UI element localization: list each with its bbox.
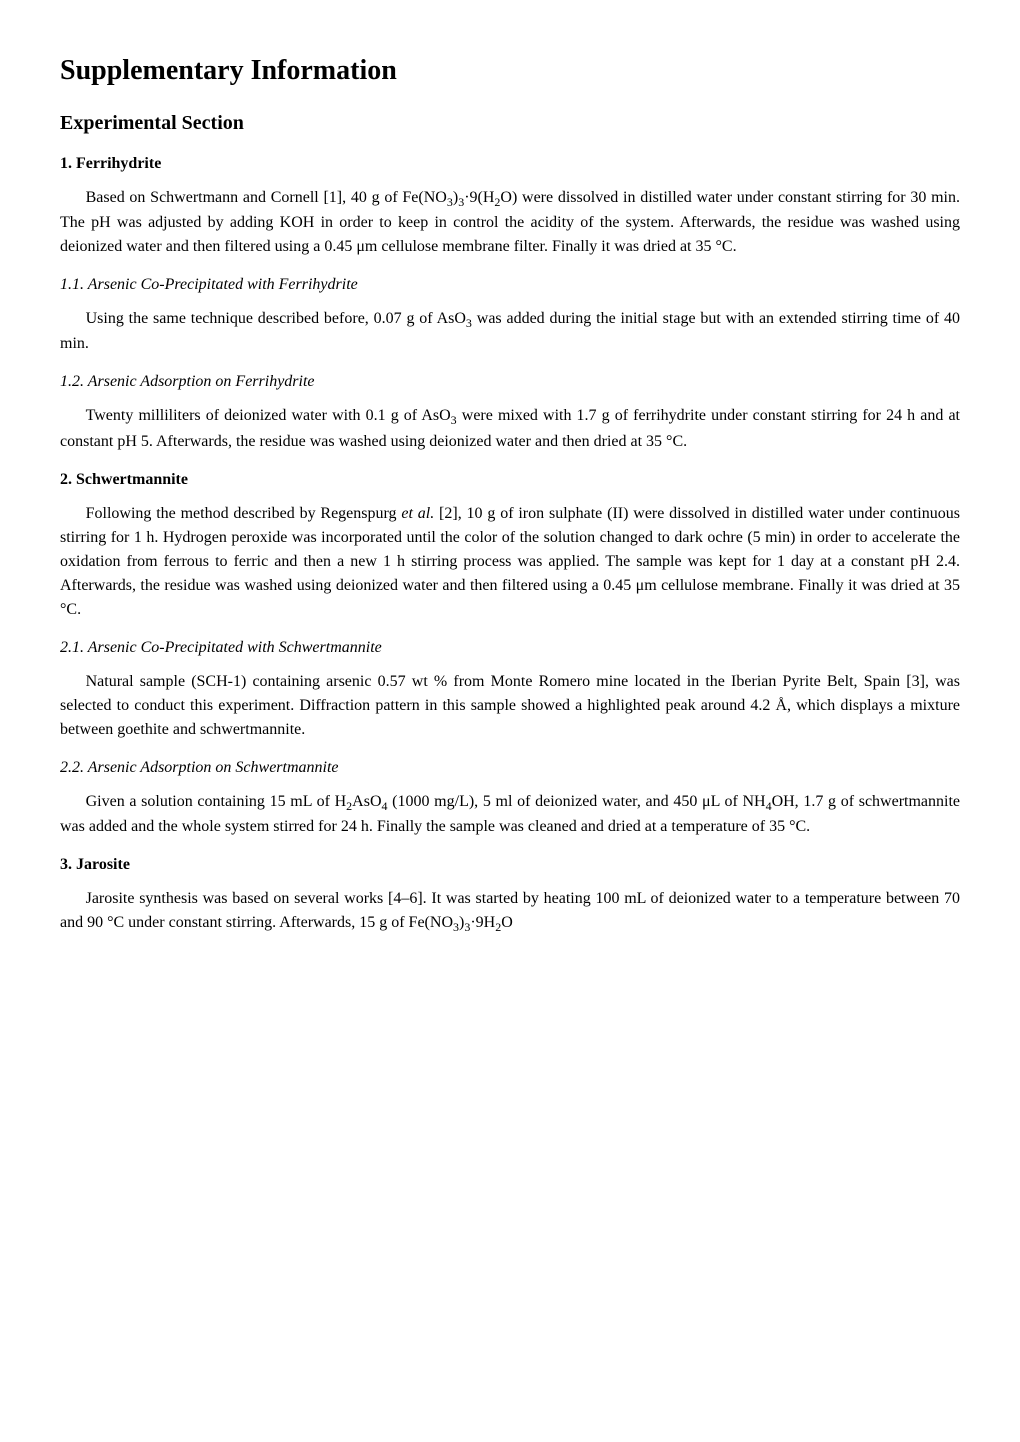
text-fragment: AsO: [352, 793, 381, 810]
paragraph-ferrihydrite-intro: Based on Schwertmann and Cornell [1], 40…: [60, 186, 960, 259]
text-fragment: Based on Schwertmann and Cornell [1], 40…: [86, 189, 447, 206]
text-fragment: Given a solution containing 15 mL of H: [86, 793, 347, 810]
text-fragment: O: [501, 914, 513, 931]
text-fragment: ·9(H: [464, 189, 494, 206]
paragraph-schwertmannite-intro: Following the method described by Regens…: [60, 502, 960, 622]
text-fragment: Using the same technique described befor…: [86, 310, 466, 327]
text-fragment: (1000 mg/L), 5 ml of deionized water, an…: [388, 793, 766, 810]
heading-arsenic-adsorption-ferrihydrite: 1.2. Arsenic Adsorption on Ferrihydrite: [60, 370, 960, 394]
paragraph-arsenic-coprecip-ferrihydrite: Using the same technique described befor…: [60, 307, 960, 356]
heading-arsenic-adsorption-schwertmannite: 2.2. Arsenic Adsorption on Schwertmannit…: [60, 756, 960, 780]
section-heading-experimental: Experimental Section: [60, 108, 960, 138]
text-fragment: ·9H: [470, 914, 495, 931]
heading-ferrihydrite: 1. Ferrihydrite: [60, 152, 960, 176]
heading-jarosite: 3. Jarosite: [60, 853, 960, 877]
text-fragment: Twenty milliliters of deionized water wi…: [86, 407, 451, 424]
paragraph-jarosite-intro: Jarosite synthesis was based on several …: [60, 887, 960, 936]
heading-schwertmannite: 2. Schwertmannite: [60, 468, 960, 492]
paragraph-arsenic-adsorption-schwertmannite: Given a solution containing 15 mL of H2A…: [60, 790, 960, 839]
text-fragment: Following the method described by Regens…: [86, 505, 402, 522]
citation-etal: et al.: [401, 505, 434, 522]
heading-arsenic-coprecip-ferrihydrite: 1.1. Arsenic Co-Precipitated with Ferrih…: [60, 273, 960, 297]
heading-arsenic-coprecip-schwertmannite: 2.1. Arsenic Co-Precipitated with Schwer…: [60, 636, 960, 660]
document-title: Supplementary Information: [60, 50, 960, 92]
paragraph-arsenic-adsorption-ferrihydrite: Twenty milliliters of deionized water wi…: [60, 404, 960, 453]
paragraph-arsenic-coprecip-schwertmannite: Natural sample (SCH-1) containing arseni…: [60, 670, 960, 742]
